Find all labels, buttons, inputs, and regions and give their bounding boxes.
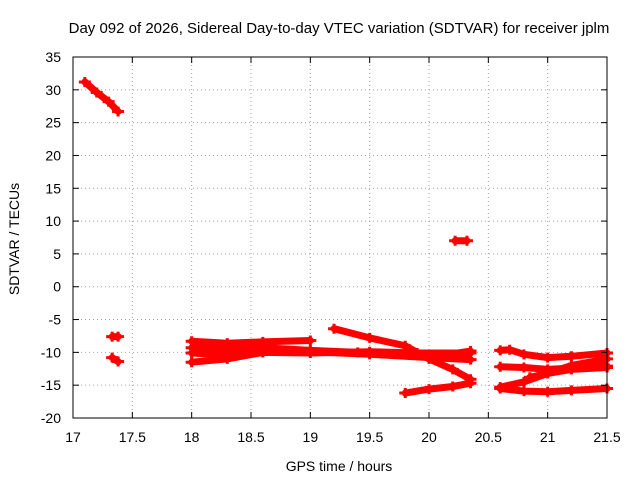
x-tick-label: 17.5 (119, 429, 146, 445)
data-point (494, 383, 507, 394)
x-tick-label: 18.5 (237, 429, 264, 445)
data-point (102, 96, 115, 107)
ticks: 17 17.5 18 18.5 19 19.5 20 20.5 21 21.5 35 30 25 20 15… (41, 49, 621, 445)
y-tick-label: -10 (41, 344, 61, 360)
y-tick-label: -5 (49, 312, 62, 328)
y-tick-label: 15 (45, 180, 61, 196)
data-point (464, 378, 477, 389)
x-axis-label: GPS time / hours (286, 458, 393, 474)
series-layer (78, 76, 613, 399)
data-point (446, 364, 459, 375)
data-point (90, 87, 103, 98)
data-point (565, 364, 578, 375)
y-tick-label: 0 (53, 279, 61, 295)
data-point (399, 340, 412, 351)
data-point (423, 384, 435, 395)
series-pass-d (188, 337, 314, 347)
data-point (185, 357, 198, 368)
x-tick-label: 20.5 (475, 429, 502, 445)
data-point (541, 386, 554, 397)
data-point (112, 356, 125, 367)
data-point (449, 235, 462, 246)
data-point (78, 76, 91, 87)
y-tick-label: 20 (45, 147, 61, 163)
data-point (112, 331, 125, 342)
x-tick-label: 20 (421, 429, 437, 445)
x-tick-label: 21 (540, 429, 556, 445)
data-point (399, 388, 412, 399)
y-tick-label: 5 (53, 246, 61, 262)
chart-title: Day 092 of 2026, Sidereal Day-to-day VTE… (69, 20, 610, 37)
series-pass-h (330, 325, 474, 383)
series-pass-a (81, 78, 122, 115)
y-tick-label: 35 (45, 49, 61, 65)
data-point (363, 349, 376, 360)
data-point (221, 353, 234, 364)
data-point (565, 351, 578, 362)
data-point (304, 346, 317, 357)
y-tick-label: 10 (45, 213, 61, 229)
data-point (523, 372, 536, 383)
x-tick-label: 19 (303, 429, 319, 445)
data-point (464, 354, 477, 365)
data-point (304, 335, 317, 346)
data-point (541, 368, 554, 379)
data-point (446, 381, 459, 392)
y-axis-label: SDTVAR / TECUs (6, 183, 22, 295)
data-point (517, 349, 530, 360)
data-point (517, 362, 530, 373)
data-point (328, 323, 341, 334)
x-tick-label: 18 (184, 429, 200, 445)
data-point (517, 386, 530, 397)
data-point (423, 353, 435, 364)
x-tick-label: 19.5 (356, 429, 383, 445)
y-tick-label: -20 (41, 410, 61, 426)
data-point (494, 361, 507, 372)
x-tick-label: 17 (65, 429, 81, 445)
data-point (460, 235, 473, 246)
y-tick-label: 30 (45, 82, 61, 98)
data-point (503, 344, 516, 355)
data-point (363, 332, 376, 343)
grid (73, 57, 607, 418)
series-pass-i (401, 379, 474, 397)
data-point (256, 347, 269, 358)
x-tick-label: 21.5 (593, 429, 620, 445)
data-point (112, 106, 125, 117)
y-tick-label: 25 (45, 115, 61, 131)
plot-frame (72, 56, 608, 419)
data-point (541, 352, 554, 363)
data-point (565, 385, 578, 396)
series-pass-o (526, 364, 611, 381)
y-tick-label: -15 (41, 377, 61, 393)
data-point (185, 348, 198, 359)
